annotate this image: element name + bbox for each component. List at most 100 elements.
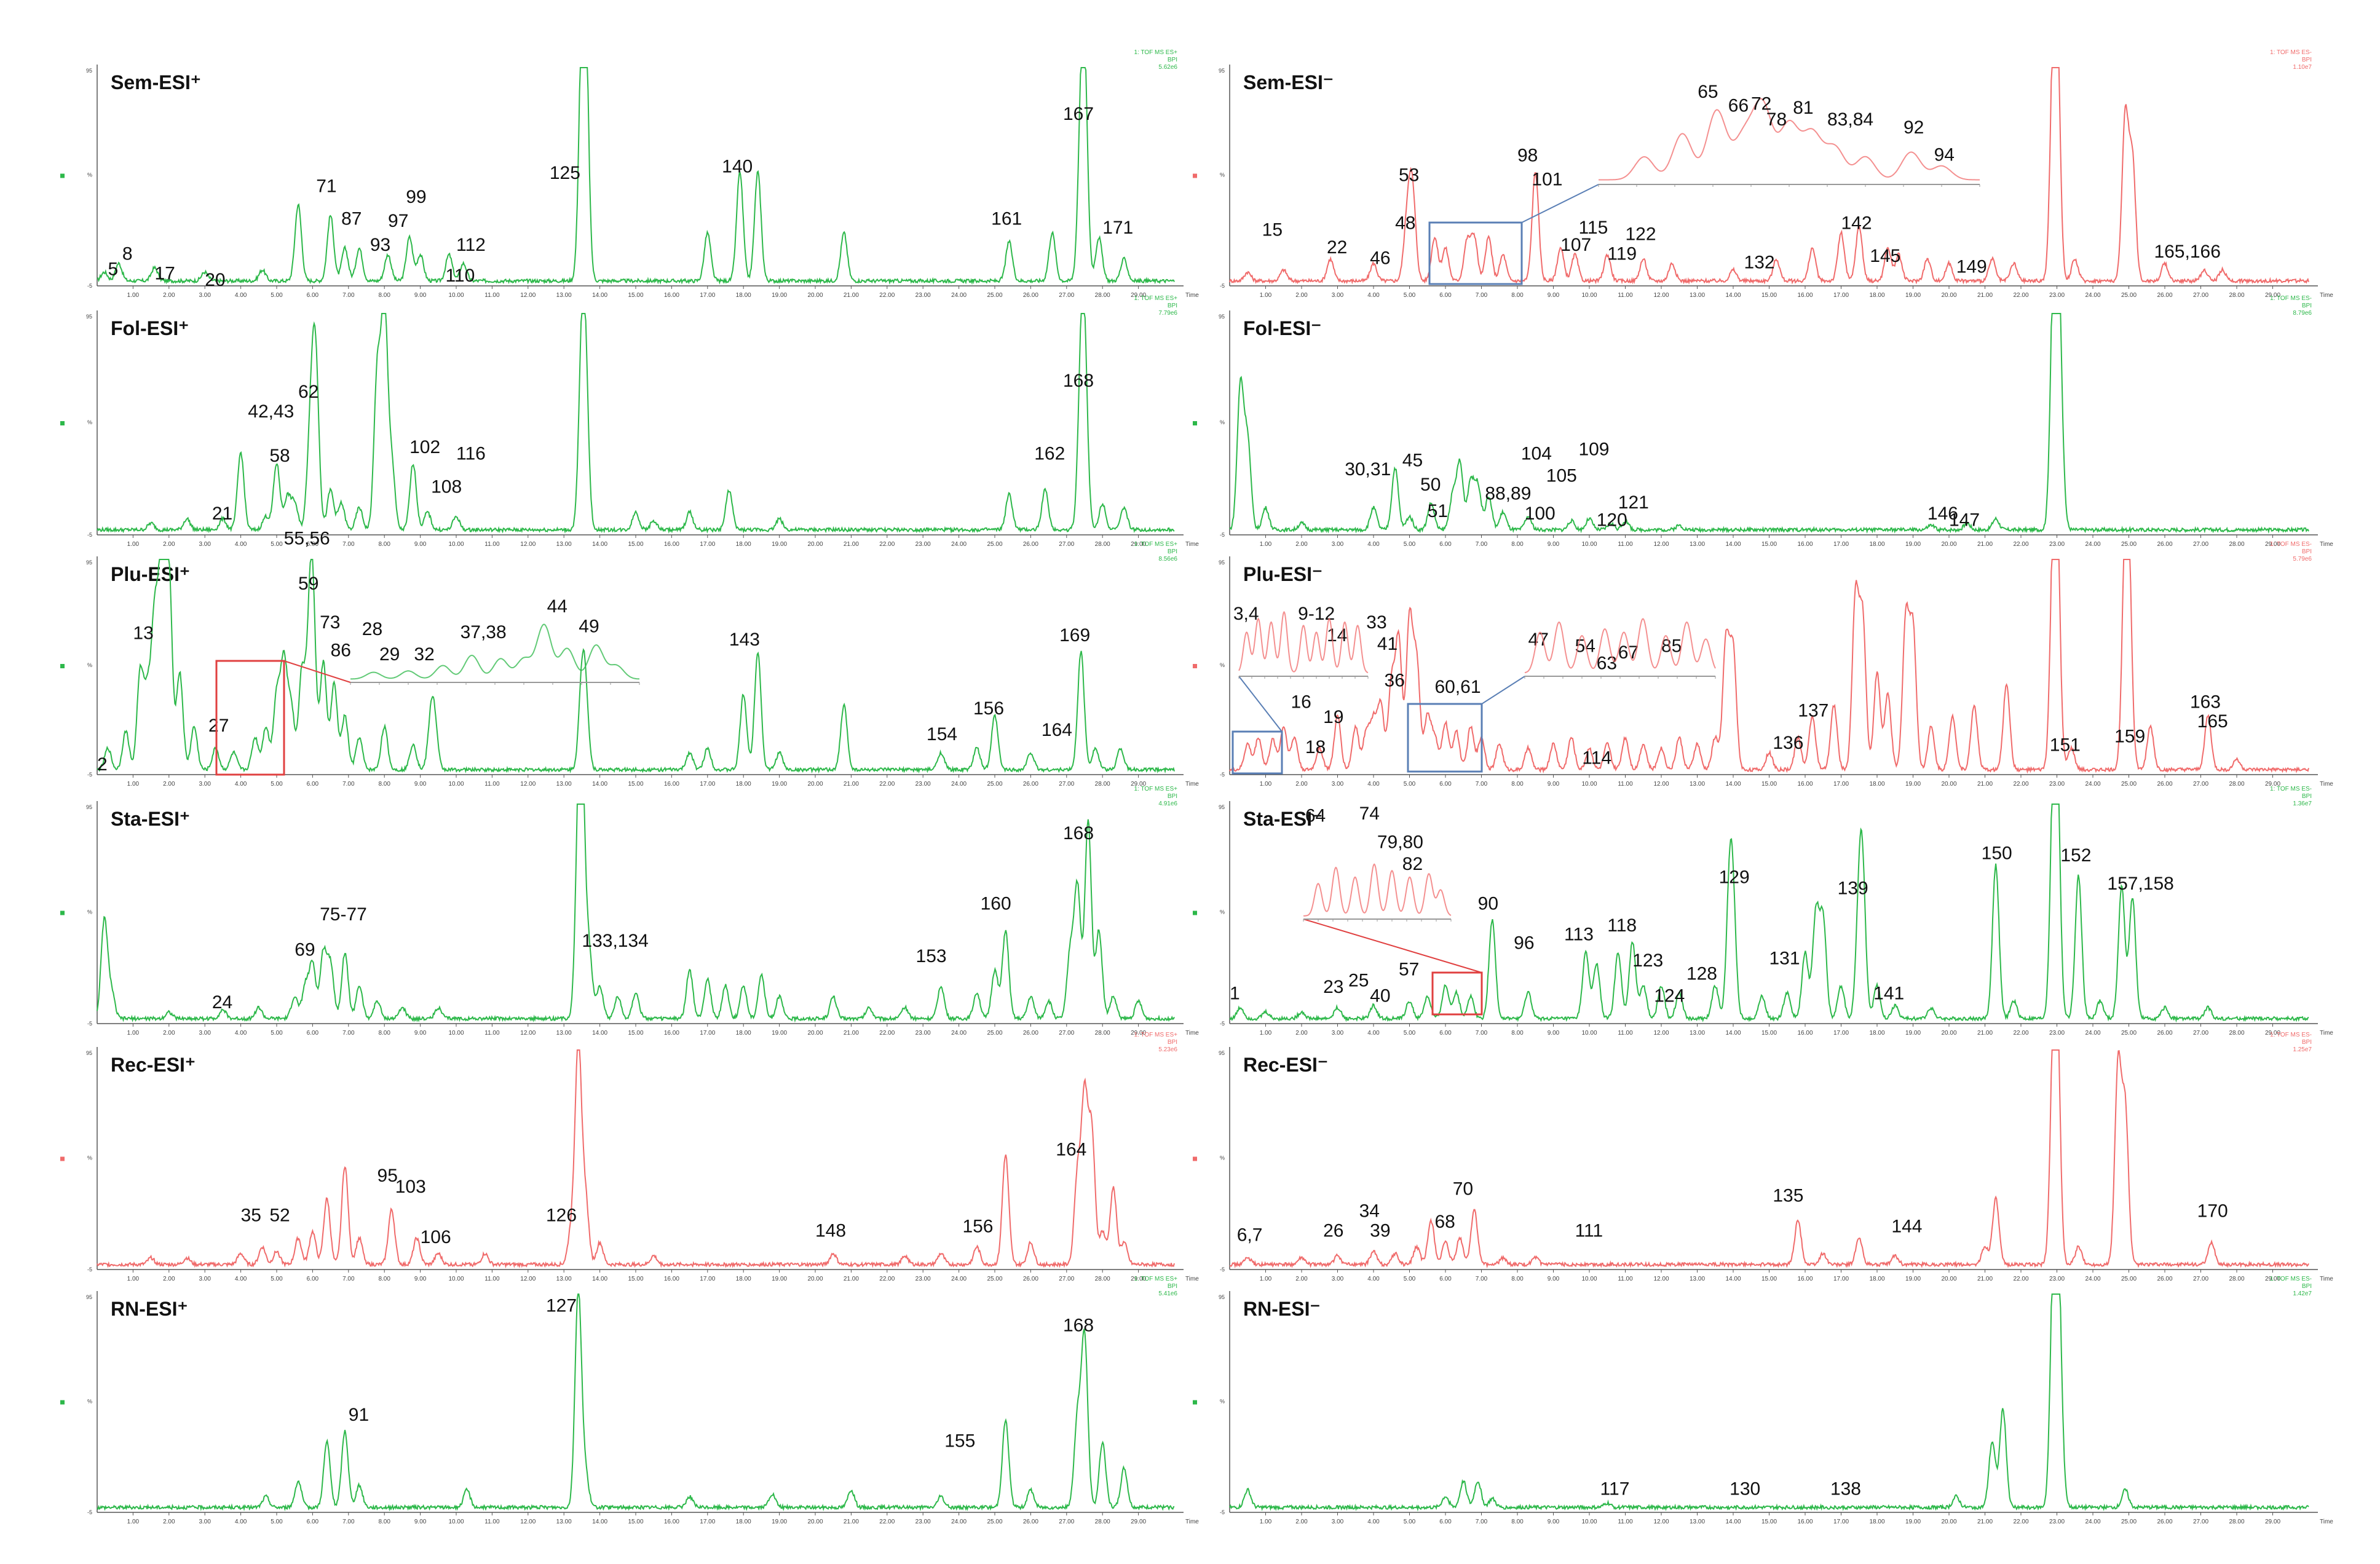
x-tick-label: 25.00 xyxy=(2121,1276,2137,1282)
x-tick-label: 23.00 xyxy=(915,292,931,299)
zoom-connector xyxy=(1521,184,1599,223)
x-axis-title: Time xyxy=(1185,1276,1199,1282)
x-tick-label: 2.00 xyxy=(163,292,175,299)
x-tick-label: 3.00 xyxy=(1332,1030,1344,1037)
instrument-header-line: 1: TOF MS ES+ xyxy=(1134,1032,1178,1038)
x-tick-label: 11.00 xyxy=(484,292,500,299)
peak-label: 124 xyxy=(1654,985,1685,1006)
x-tick-label: 14.00 xyxy=(1725,1030,1741,1037)
x-tick-label: 25.00 xyxy=(987,1276,1002,1282)
x-tick-label: 5.00 xyxy=(1404,781,1416,788)
panel-2: 95% -5 1.00 2.00 3.00 4.00 5.00 6.00 7.00 8.00 9.0… xyxy=(1193,49,2333,299)
x-tick-label: 9.00 xyxy=(414,541,427,548)
zoom-source-box xyxy=(1431,971,1483,1016)
y-tick-mid: % xyxy=(87,662,92,668)
inset-trace xyxy=(350,623,640,680)
peak-label: 93 xyxy=(370,235,390,255)
panel-title: RN-ESI⁻ xyxy=(1243,1298,1320,1320)
x-tick-label: 9.00 xyxy=(414,1276,427,1282)
x-tick-label: 16.00 xyxy=(664,781,679,788)
chromatogram-trace xyxy=(1229,1293,2309,1512)
x-tick-label: 26.00 xyxy=(1023,1030,1038,1037)
x-tick-label: 18.00 xyxy=(1869,292,1884,299)
x-tick-label: 25.00 xyxy=(987,1030,1002,1037)
x-tick-label: 17.00 xyxy=(700,292,715,299)
marker-square xyxy=(1193,1400,1197,1405)
x-tick-label: 21.00 xyxy=(1977,781,1993,788)
x-tick-label: 19.00 xyxy=(772,1519,787,1525)
x-tick-label: 2.00 xyxy=(1295,1030,1308,1037)
x-tick-label: 25.00 xyxy=(987,781,1002,788)
x-tick-label: 3.00 xyxy=(1332,1276,1344,1282)
x-tick-label: 9.00 xyxy=(1548,541,1560,548)
x-tick-label: 20.00 xyxy=(807,1030,823,1037)
chromatogram-trace xyxy=(1229,1049,2309,1269)
instrument-header-line: 7.79e6 xyxy=(1158,310,1177,317)
inset-peak-label: 83,84 xyxy=(1827,109,1873,130)
peak-label: 75-77 xyxy=(320,904,367,925)
zoom-inset-4 xyxy=(1407,618,1716,773)
x-tick-label: 9.00 xyxy=(414,781,427,788)
peak-label: 167 xyxy=(1063,104,1094,124)
x-tick-label: 17.00 xyxy=(700,541,715,548)
peak-label: 156 xyxy=(973,698,1004,719)
x-tick-label: 22.00 xyxy=(879,1030,895,1037)
x-tick-label: 8.00 xyxy=(378,1519,390,1525)
x-tick-label: 3.00 xyxy=(199,1276,211,1282)
peak-label: 20 xyxy=(205,270,225,290)
x-tick-label: 27.00 xyxy=(1059,1276,1074,1282)
peak-label: 46 xyxy=(1370,248,1390,269)
x-tick-label: 18.00 xyxy=(1869,781,1884,788)
y-tick-top: 95 xyxy=(1219,314,1225,320)
instrument-header-line: 5.41e6 xyxy=(1158,1290,1177,1297)
peak-label: 82 xyxy=(1402,854,1423,874)
peak-label: 149 xyxy=(1956,257,1987,277)
peak-label: 106 xyxy=(421,1227,451,1247)
x-tick-label: 2.00 xyxy=(1295,781,1308,788)
x-tick-label: 28.00 xyxy=(1095,781,1110,788)
peak-label: 60,61 xyxy=(1434,677,1481,697)
peak-label: 109 xyxy=(1578,439,1609,459)
x-tick-label: 2.00 xyxy=(163,1519,175,1525)
inset-peak-label: 28 xyxy=(362,619,382,639)
y-tick-mid: % xyxy=(87,1155,92,1161)
chromatogram-trace xyxy=(1229,804,2309,1023)
x-tick-label: 3.00 xyxy=(199,1030,211,1037)
x-tick-label: 5.00 xyxy=(271,781,283,788)
inset-peak-label: 65 xyxy=(1698,82,1718,102)
x-tick-label: 11.00 xyxy=(484,1276,500,1282)
x-tick-label: 10.00 xyxy=(448,541,464,548)
zoom-source-box xyxy=(1407,703,1483,773)
x-tick-label: 6.00 xyxy=(307,781,319,788)
instrument-header-line: BPI xyxy=(1168,793,1177,800)
x-tick-label: 24.00 xyxy=(2085,781,2100,788)
x-tick-label: 9.00 xyxy=(1548,1276,1560,1282)
peak-label: 27 xyxy=(208,716,229,736)
peak-label: 16 xyxy=(1291,692,1311,713)
x-tick-label: 27.00 xyxy=(2193,1276,2208,1282)
x-tick-label: 21.00 xyxy=(844,1519,859,1525)
peak-label: 153 xyxy=(916,946,947,966)
x-tick-label: 6.00 xyxy=(307,292,319,299)
y-tick-mid: % xyxy=(1220,909,1225,915)
peak-label: 50 xyxy=(1420,475,1441,495)
peak-label: 73 xyxy=(320,612,340,633)
peak-label: 116 xyxy=(456,444,486,464)
peak-label: 97 xyxy=(388,211,408,231)
peak-label: 170 xyxy=(2197,1201,2228,1221)
x-tick-label: 28.00 xyxy=(2229,1276,2244,1282)
x-tick-label: 11.00 xyxy=(1618,1030,1633,1037)
x-tick-label: 13.00 xyxy=(1690,292,1705,299)
panel-title: Plu-ESI⁺ xyxy=(111,563,190,585)
panel-title: Fol-ESI⁻ xyxy=(1243,317,1321,339)
x-tick-label: 17.00 xyxy=(1833,1519,1849,1525)
peak-label: 30,31 xyxy=(1345,459,1391,480)
inset-trace xyxy=(1524,618,1716,674)
peak-label: 151 xyxy=(2050,735,2081,756)
x-tick-label: 14.00 xyxy=(1725,1519,1741,1525)
x-tick-label: 6.00 xyxy=(307,541,319,548)
x-tick-label: 12.00 xyxy=(520,1030,536,1037)
x-tick-label: 8.00 xyxy=(378,1276,390,1282)
panel-11: 95% -5 1.00 2.00 3.00 4.00 5.00 6.00 7.00 8.00 9.0… xyxy=(60,1276,1199,1525)
y-tick-top: 95 xyxy=(86,314,92,320)
